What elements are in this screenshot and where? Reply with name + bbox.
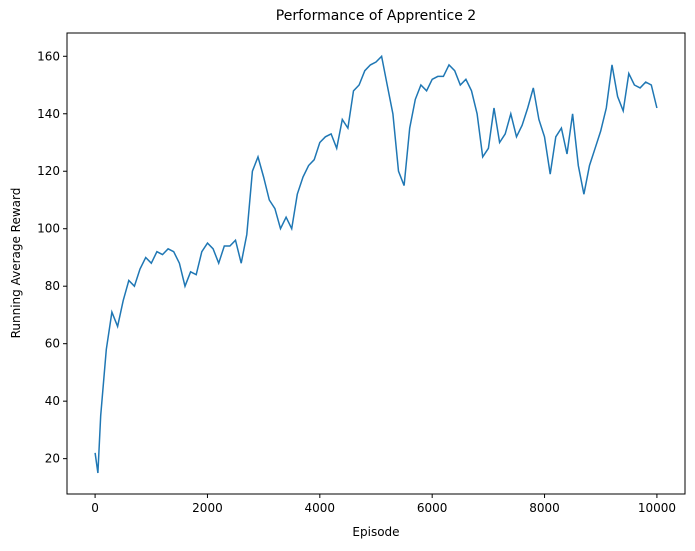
y-tick-label: 140	[37, 107, 60, 121]
y-tick-label: 120	[37, 164, 60, 178]
y-tick-label: 40	[45, 394, 60, 408]
x-axis-label: Episode	[352, 525, 399, 539]
y-tick-label: 20	[45, 452, 60, 466]
x-tick-label: 10000	[638, 501, 676, 515]
x-tick-label: 0	[91, 501, 99, 515]
x-tick-label: 6000	[417, 501, 448, 515]
x-tick-label: 4000	[305, 501, 336, 515]
plot-frame	[66, 32, 686, 495]
x-tick-label: 8000	[529, 501, 560, 515]
y-tick-label: 60	[45, 337, 60, 351]
x-tick-label: 2000	[192, 501, 223, 515]
y-tick-label: 160	[37, 49, 60, 63]
y-tick-label: 80	[45, 279, 60, 293]
y-axis-label: Running Average Reward	[9, 188, 23, 339]
y-tick-label: 100	[37, 222, 60, 236]
chart-title: Performance of Apprentice 2	[276, 8, 476, 24]
data-line	[94, 54, 658, 474]
